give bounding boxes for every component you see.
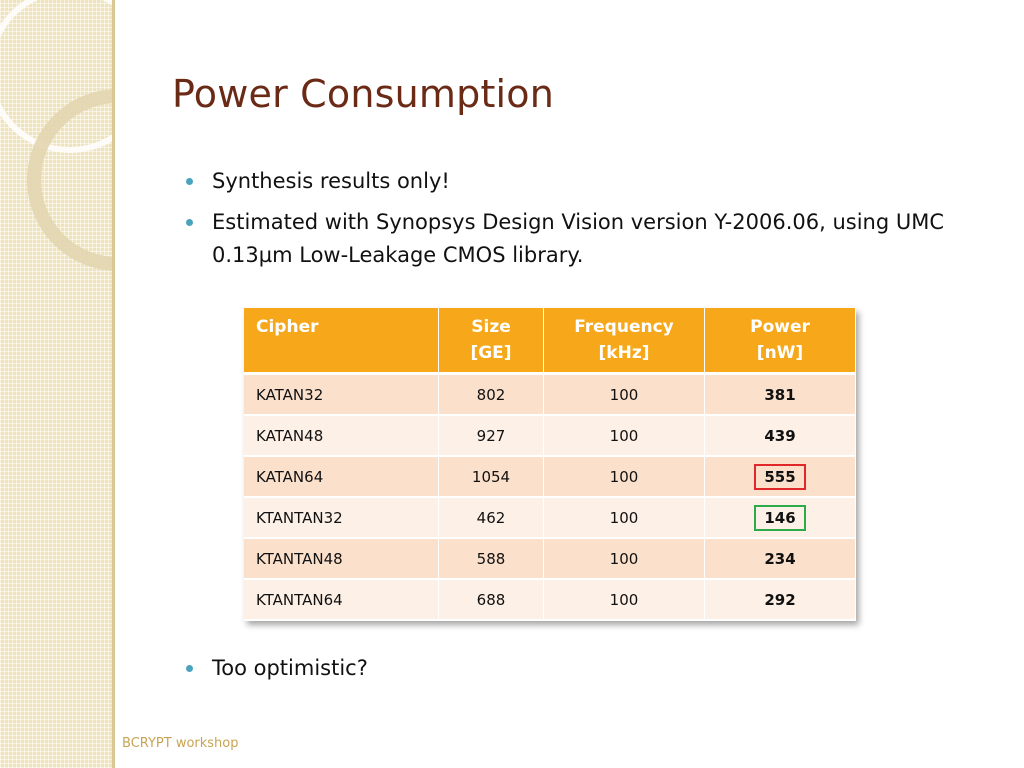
header-size: Size [GE] [438,308,544,375]
cell-power: 439 [704,415,856,457]
power-value: 381 [764,385,796,404]
cell-cipher: KTANTAN64 [244,579,439,621]
header-power: Power [nW] [704,308,856,375]
power-value: 234 [764,549,796,568]
side-band-edge [112,0,115,768]
bullet-dot-icon [186,178,193,185]
table-row: KATAN48 927 100 439 [244,415,856,457]
power-table: Cipher Size [GE] Frequency [kHz] Power [nW]… [244,308,856,621]
power-value: 439 [764,426,796,445]
cell-cipher: KATAN48 [244,415,439,457]
cell-power: 146 [704,497,856,539]
bullet-text: Too optimistic? [212,656,368,680]
table-row: KTANTAN64 688 100 292 [244,579,856,621]
header-cipher: Cipher [244,308,439,375]
bullet-item: Too optimistic? [186,652,368,685]
slide-title: Power Consumption [172,72,555,116]
bullet-row: Too optimistic? [186,652,368,685]
cell-size: 927 [438,415,544,457]
cell-frequency: 100 [543,373,705,416]
bullet-item: Synthesis results only! [186,165,986,198]
table-row: KTANTAN48 588 100 234 [244,538,856,580]
highlighted-power-value: 146 [754,504,806,531]
bullet-dot-icon [186,219,193,226]
cell-cipher: KATAN64 [244,456,439,498]
cell-power: 292 [704,579,856,621]
cell-cipher: KTANTAN48 [244,538,439,580]
table-row: KATAN64 1054 100 555 [244,456,856,498]
decorative-circles [0,0,112,271]
table-header-row: Cipher Size [GE] Frequency [kHz] Power [nW] [244,308,856,375]
header-frequency: Frequency [kHz] [543,308,705,375]
bullet-text: Synthesis results only! [212,169,450,193]
bullet-item: Estimated with Synopsys Design Vision ve… [186,206,986,272]
bullet-dot-icon [186,665,193,672]
power-value: 292 [764,590,796,609]
cell-size: 462 [438,497,544,539]
bullet-list: Synthesis results only! Estimated with S… [186,165,986,280]
cell-frequency: 100 [543,538,705,580]
cell-frequency: 100 [543,497,705,539]
power-table-container: Cipher Size [GE] Frequency [kHz] Power [nW]… [244,308,856,621]
cell-size: 688 [438,579,544,621]
highlighted-power-value: 555 [754,463,806,490]
table-row: KTANTAN32 462 100 146 [244,497,856,539]
cell-power: 234 [704,538,856,580]
cell-frequency: 100 [543,579,705,621]
slide-footer: BCRYPT workshop [122,736,239,751]
cell-size: 802 [438,373,544,416]
cell-frequency: 100 [543,456,705,498]
cell-power: 555 [704,456,856,498]
table-row: KATAN32 802 100 381 [244,373,856,416]
cell-size: 1054 [438,456,544,498]
cell-size: 588 [438,538,544,580]
cell-cipher: KTANTAN32 [244,497,439,539]
decorative-side-band [0,0,112,768]
cell-frequency: 100 [543,415,705,457]
bullet-text: Estimated with Synopsys Design Vision ve… [212,210,944,267]
cell-cipher: KATAN32 [244,373,439,416]
cell-power: 381 [704,373,856,416]
